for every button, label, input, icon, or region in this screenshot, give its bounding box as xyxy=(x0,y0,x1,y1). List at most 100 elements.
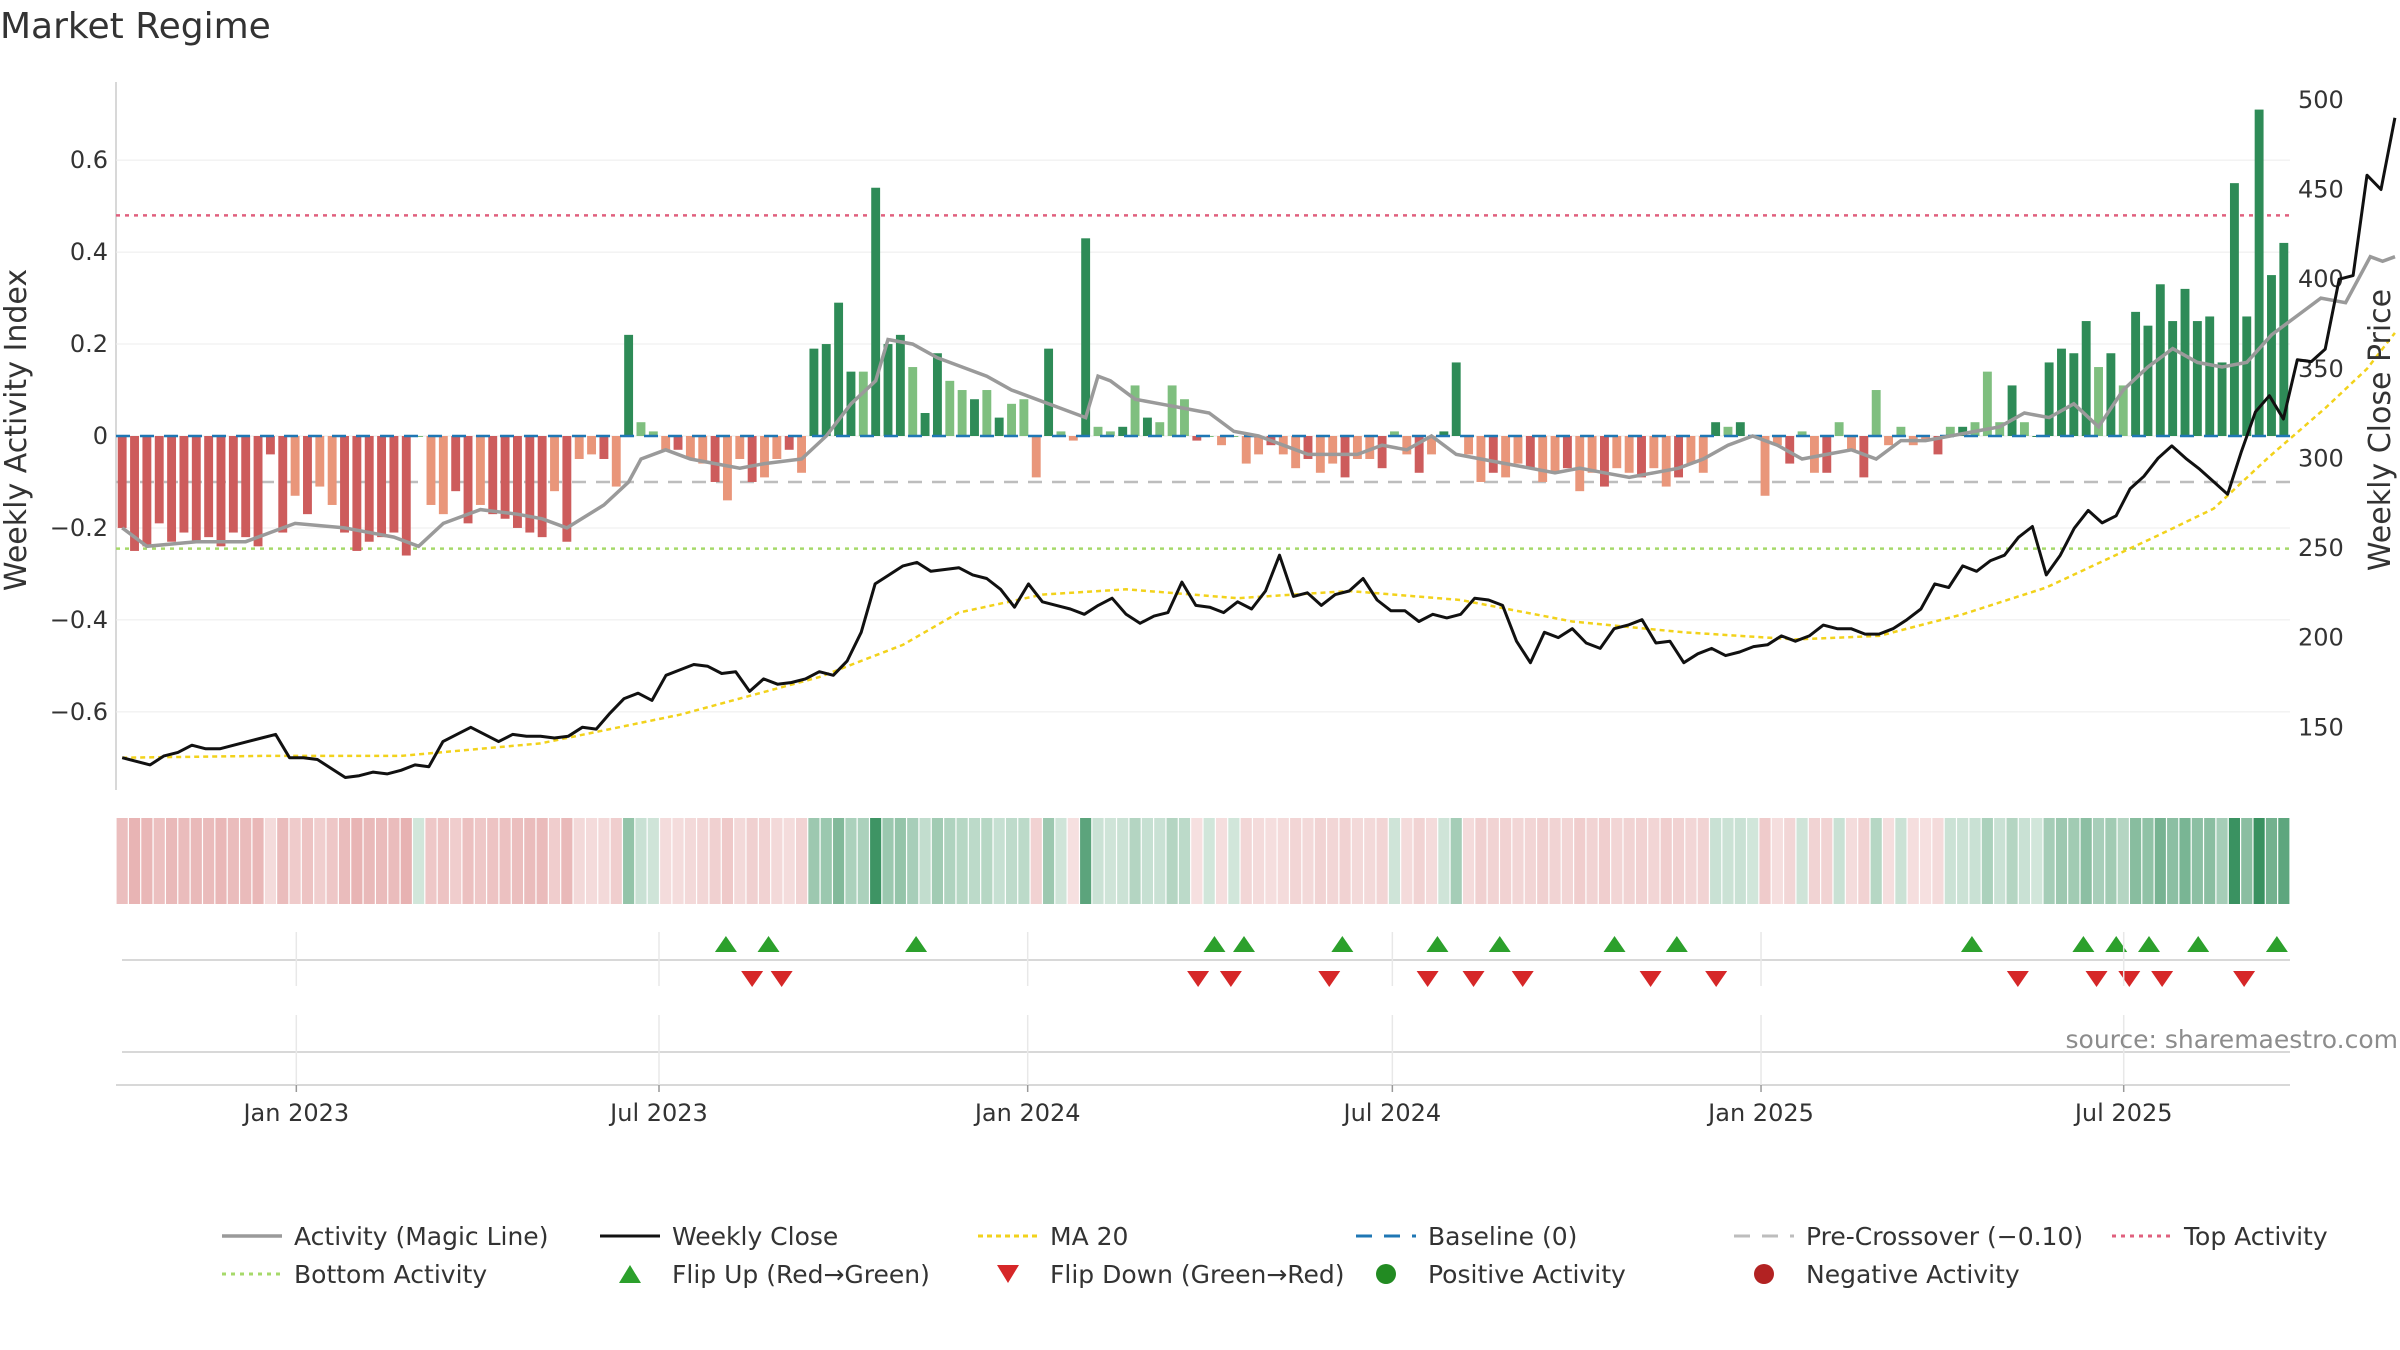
heat-cell xyxy=(1685,818,1697,904)
flip-down-marker xyxy=(1318,971,1341,987)
heat-cell xyxy=(499,818,511,904)
activity-bar xyxy=(315,436,325,487)
heat-cell xyxy=(2154,818,2166,904)
legend-label: MA 20 xyxy=(1050,1222,1128,1251)
heat-cell xyxy=(1117,818,1129,904)
activity-bar xyxy=(883,344,893,436)
activity-bar xyxy=(722,436,732,501)
activity-bar xyxy=(1513,436,1523,464)
legend-swatch-negative-activity xyxy=(1754,1264,1774,1284)
activity-bar xyxy=(1031,436,1041,478)
legend-label: Pre-Crossover (−0.10) xyxy=(1806,1222,2083,1251)
activity-bar xyxy=(290,436,300,496)
activity-bar xyxy=(1155,422,1165,436)
activity-bar xyxy=(1192,436,1202,441)
activity-bar xyxy=(648,431,658,436)
activity-bar xyxy=(1797,431,1807,436)
heat-cell xyxy=(1784,818,1796,904)
activity-bar xyxy=(1142,417,1152,436)
heat-cell xyxy=(919,818,931,904)
activity-bar xyxy=(760,436,769,478)
activity-bar xyxy=(1081,238,1091,436)
activity-bar xyxy=(1241,436,1251,464)
heat-cell xyxy=(1462,818,1475,904)
x-tick-label: Jul 2024 xyxy=(1342,1099,1442,1127)
heat-cell xyxy=(1475,818,1487,904)
activity-bar xyxy=(2205,316,2215,436)
activity-bar xyxy=(1538,436,1548,482)
activity-bar xyxy=(599,436,609,459)
x-tick-label: Jan 2025 xyxy=(1706,1099,1814,1127)
heat-cell xyxy=(1388,818,1401,904)
flip-up-marker xyxy=(757,936,780,952)
activity-bar xyxy=(1550,436,1560,473)
heat-cell xyxy=(116,818,128,904)
activity-bar xyxy=(1056,431,1066,436)
legend-label: Flip Down (Green→Red) xyxy=(1050,1260,1345,1289)
heat-cell xyxy=(1598,818,1611,904)
activity-bar xyxy=(2057,348,2066,436)
activity-bar xyxy=(957,390,967,436)
heat-cell xyxy=(2241,818,2253,904)
legend-item: Flip Down (Green→Red) xyxy=(997,1260,1345,1289)
heat-cell xyxy=(1710,818,1722,904)
heat-cell xyxy=(2031,818,2043,904)
heat-cell xyxy=(425,818,437,904)
activity-bar xyxy=(1068,436,1078,441)
activity-bar xyxy=(1661,436,1671,487)
heat-cell xyxy=(820,818,832,904)
magic-line xyxy=(121,254,2396,549)
heat-cell xyxy=(783,818,795,904)
y-right-tick-label: 450 xyxy=(2298,176,2344,204)
activity-bar xyxy=(809,348,819,436)
activity-bar xyxy=(1649,436,1659,469)
activity-bar xyxy=(1637,436,1646,478)
activity-bar xyxy=(2192,321,2202,436)
activity-bar xyxy=(1464,436,1474,455)
activity-bar xyxy=(994,417,1004,436)
heat-cell xyxy=(1512,818,1524,904)
heat-cell xyxy=(1660,818,1672,904)
activity-bar xyxy=(1488,436,1498,473)
heat-cell xyxy=(993,818,1005,904)
activity-bar xyxy=(1439,431,1449,436)
heat-cell xyxy=(561,818,573,904)
activity-bar xyxy=(908,367,918,436)
heat-cell xyxy=(845,818,857,904)
heat-cell xyxy=(1438,818,1450,904)
heat-cell xyxy=(2068,818,2080,904)
legend-item: Weekly Close xyxy=(600,1222,838,1251)
flip-markers-panel xyxy=(122,936,2290,987)
activity-bar xyxy=(1328,436,1338,464)
heat-cell xyxy=(647,818,659,904)
activity-bar xyxy=(710,436,720,482)
heat-cell xyxy=(128,818,141,904)
activity-bar xyxy=(797,436,806,473)
heat-cell xyxy=(894,818,906,904)
heat-cell xyxy=(474,818,486,904)
heat-cell xyxy=(1314,818,1326,904)
heat-cell xyxy=(1895,818,1907,904)
heat-cell xyxy=(338,818,351,904)
y-left-tick-label: 0 xyxy=(93,422,108,450)
activity-bar xyxy=(1402,436,1412,455)
y-right-tick-label: 150 xyxy=(2298,713,2344,741)
heat-cell xyxy=(684,818,696,904)
heat-cell xyxy=(215,818,227,904)
activity-bar xyxy=(1180,399,1189,436)
y-right-tick-label: 350 xyxy=(2298,355,2344,383)
activity-bar xyxy=(1600,436,1609,487)
activity-bar xyxy=(1871,390,1881,436)
heat-cell xyxy=(277,818,289,904)
heat-cell xyxy=(1808,818,1821,904)
activity-bar xyxy=(1562,436,1572,469)
activity-bar xyxy=(1884,436,1893,446)
heat-cell xyxy=(968,818,981,904)
activity-bar xyxy=(1945,426,1955,436)
activity-bar xyxy=(1501,436,1511,478)
activity-bar xyxy=(2279,242,2289,436)
heat-cell xyxy=(1870,818,1882,904)
heat-cell xyxy=(610,818,622,904)
heat-cell xyxy=(351,818,363,904)
heat-cell xyxy=(462,818,474,904)
